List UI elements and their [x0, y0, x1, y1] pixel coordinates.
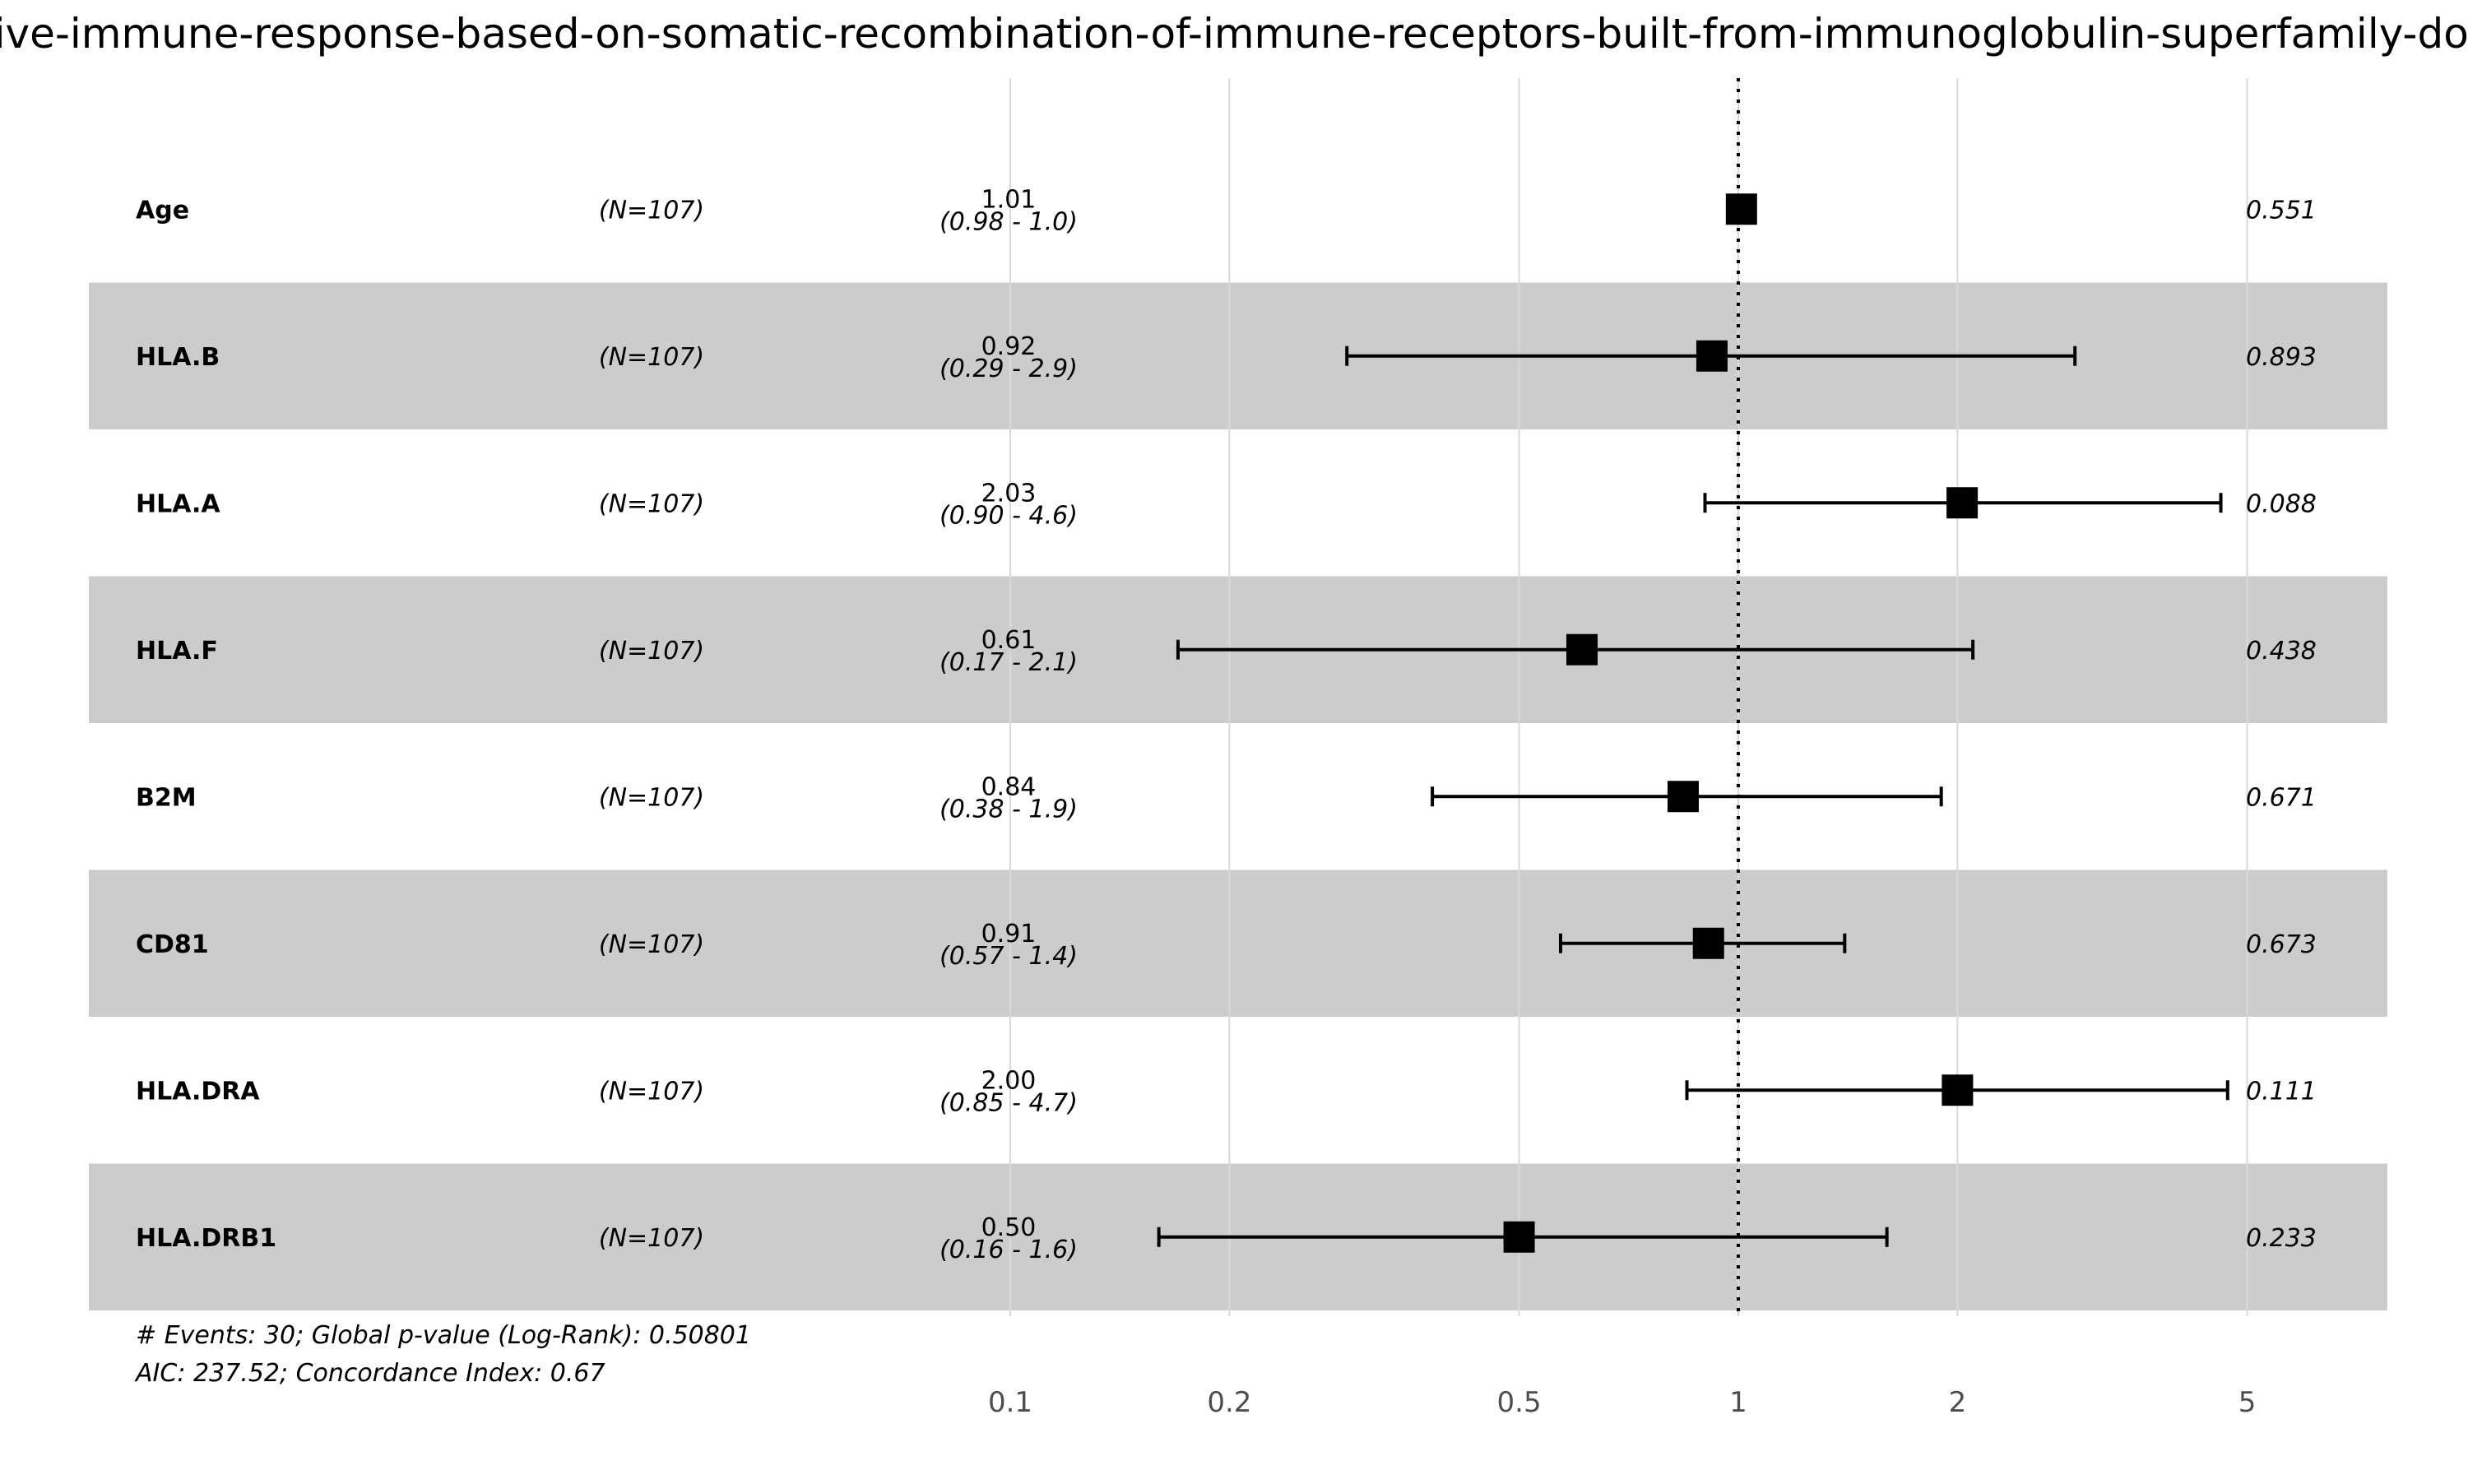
p-value-label: 0.088 — [2246, 489, 2317, 518]
hazard-ratio-marker — [1725, 193, 1757, 225]
table-row: HLA.A (N=107) 2.03(0.90 - 4.6) 0.088 — [136, 479, 2317, 530]
footnote-aic: AIC: 237.52; Concordance Index: 0.67 — [134, 1359, 605, 1388]
hazard-ratio-label: 2.03 — [981, 479, 1037, 508]
hazard-ratio-label: 1.01 — [981, 185, 1037, 214]
variable-label: HLA.F — [136, 637, 218, 665]
table-row: HLA.F (N=107) 0.61(0.17 - 2.1) 0.438 — [136, 626, 2317, 677]
table-row: Age (N=107) 1.01(0.98 - 1.0) 0.551 — [136, 185, 2317, 236]
variable-label: HLA.A — [136, 489, 220, 518]
confidence-interval-label: (0.38 - 1.9) — [939, 795, 1078, 823]
rows: Age (N=107) 1.01(0.98 - 1.0) 0.551 HLA.B (N=1… — [136, 185, 2317, 1264]
variable-label: B2M — [136, 783, 197, 812]
sample-size-label: (N=107) — [599, 196, 704, 225]
hazard-ratio-label: 0.91 — [981, 920, 1037, 948]
table-row: HLA.B (N=107) 0.92(0.29 - 2.9) 0.893 — [136, 332, 2317, 383]
x-tick-label: 2 — [1949, 1386, 1967, 1419]
confidence-interval-label: (0.16 - 1.6) — [939, 1236, 1078, 1264]
row-band — [89, 870, 2387, 1017]
chart-title: adaptive-immune-response-based-on-somati… — [0, 10, 2468, 58]
x-tick-label: 0.2 — [1207, 1386, 1251, 1419]
hazard-ratio-marker — [1946, 487, 1979, 519]
table-row: HLA.DRA (N=107) 2.00(0.85 - 4.7) 0.111 — [136, 1066, 2317, 1117]
hazard-ratio-marker — [1667, 781, 1699, 813]
confidence-interval-label: (0.17 - 2.1) — [939, 648, 1078, 677]
p-value-label: 0.111 — [2246, 1077, 2317, 1106]
sample-size-label: (N=107) — [599, 489, 704, 518]
sample-size-label: (N=107) — [599, 930, 704, 959]
variable-label: Age — [136, 196, 189, 225]
variable-label: HLA.DRA — [136, 1077, 260, 1106]
variable-label: HLA.DRB1 — [136, 1224, 276, 1253]
confidence-interval-label: (0.90 - 4.6) — [939, 501, 1078, 530]
p-value-label: 0.673 — [2246, 930, 2317, 959]
hazard-ratio-label: 0.61 — [981, 626, 1037, 655]
table-row: HLA.DRB1 (N=107) 0.50(0.16 - 1.6) 0.233 — [136, 1213, 2317, 1264]
hazard-ratio-marker — [1941, 1074, 1974, 1106]
hazard-ratio-label: 0.84 — [981, 772, 1037, 801]
p-value-label: 0.671 — [2246, 783, 2317, 812]
sample-size-label: (N=107) — [599, 343, 704, 372]
x-axis-ticks: 0.1 0.2 0.5 1 2 5 — [988, 1386, 2256, 1419]
footnote-events: # Events: 30; Global p-value (Log-Rank):… — [136, 1321, 751, 1350]
confidence-interval-label: (0.98 - 1.0) — [939, 207, 1078, 236]
table-row: B2M (N=107) 0.84(0.38 - 1.9) 0.671 — [136, 772, 2317, 823]
hazard-ratio-label: 2.00 — [981, 1066, 1037, 1095]
hazard-ratio-label: 0.50 — [981, 1213, 1037, 1242]
grid-lines — [1009, 78, 2248, 1316]
p-value-label: 0.893 — [2246, 343, 2317, 372]
x-tick-label: 1 — [1729, 1386, 1747, 1419]
confidence-interval-label: (0.29 - 2.9) — [939, 355, 1078, 383]
hazard-ratio-marker — [1503, 1221, 1535, 1253]
hazard-ratio-marker — [1692, 927, 1724, 959]
p-value-label: 0.233 — [2246, 1224, 2317, 1253]
p-value-label: 0.438 — [2246, 637, 2317, 665]
sample-size-label: (N=107) — [599, 783, 704, 812]
x-tick-label: 5 — [2238, 1386, 2257, 1419]
row-bands — [89, 282, 2387, 1310]
hazard-ratio-marker — [1696, 340, 1728, 372]
confidence-interval-label: (0.85 - 4.7) — [939, 1088, 1078, 1117]
hazard-ratio-marker — [1566, 633, 1598, 665]
p-value-label: 0.551 — [2246, 196, 2317, 225]
x-tick-label: 0.1 — [988, 1386, 1032, 1419]
sample-size-label: (N=107) — [599, 637, 704, 665]
variable-label: CD81 — [136, 930, 209, 959]
variable-label: HLA.B — [136, 343, 220, 372]
x-tick-label: 0.5 — [1497, 1386, 1542, 1419]
sample-size-label: (N=107) — [599, 1224, 704, 1253]
hazard-ratio-label: 0.92 — [981, 332, 1037, 361]
table-row: CD81 (N=107) 0.91(0.57 - 1.4) 0.673 — [136, 920, 2317, 971]
confidence-interval-label: (0.57 - 1.4) — [939, 942, 1078, 971]
sample-size-label: (N=107) — [599, 1077, 704, 1106]
